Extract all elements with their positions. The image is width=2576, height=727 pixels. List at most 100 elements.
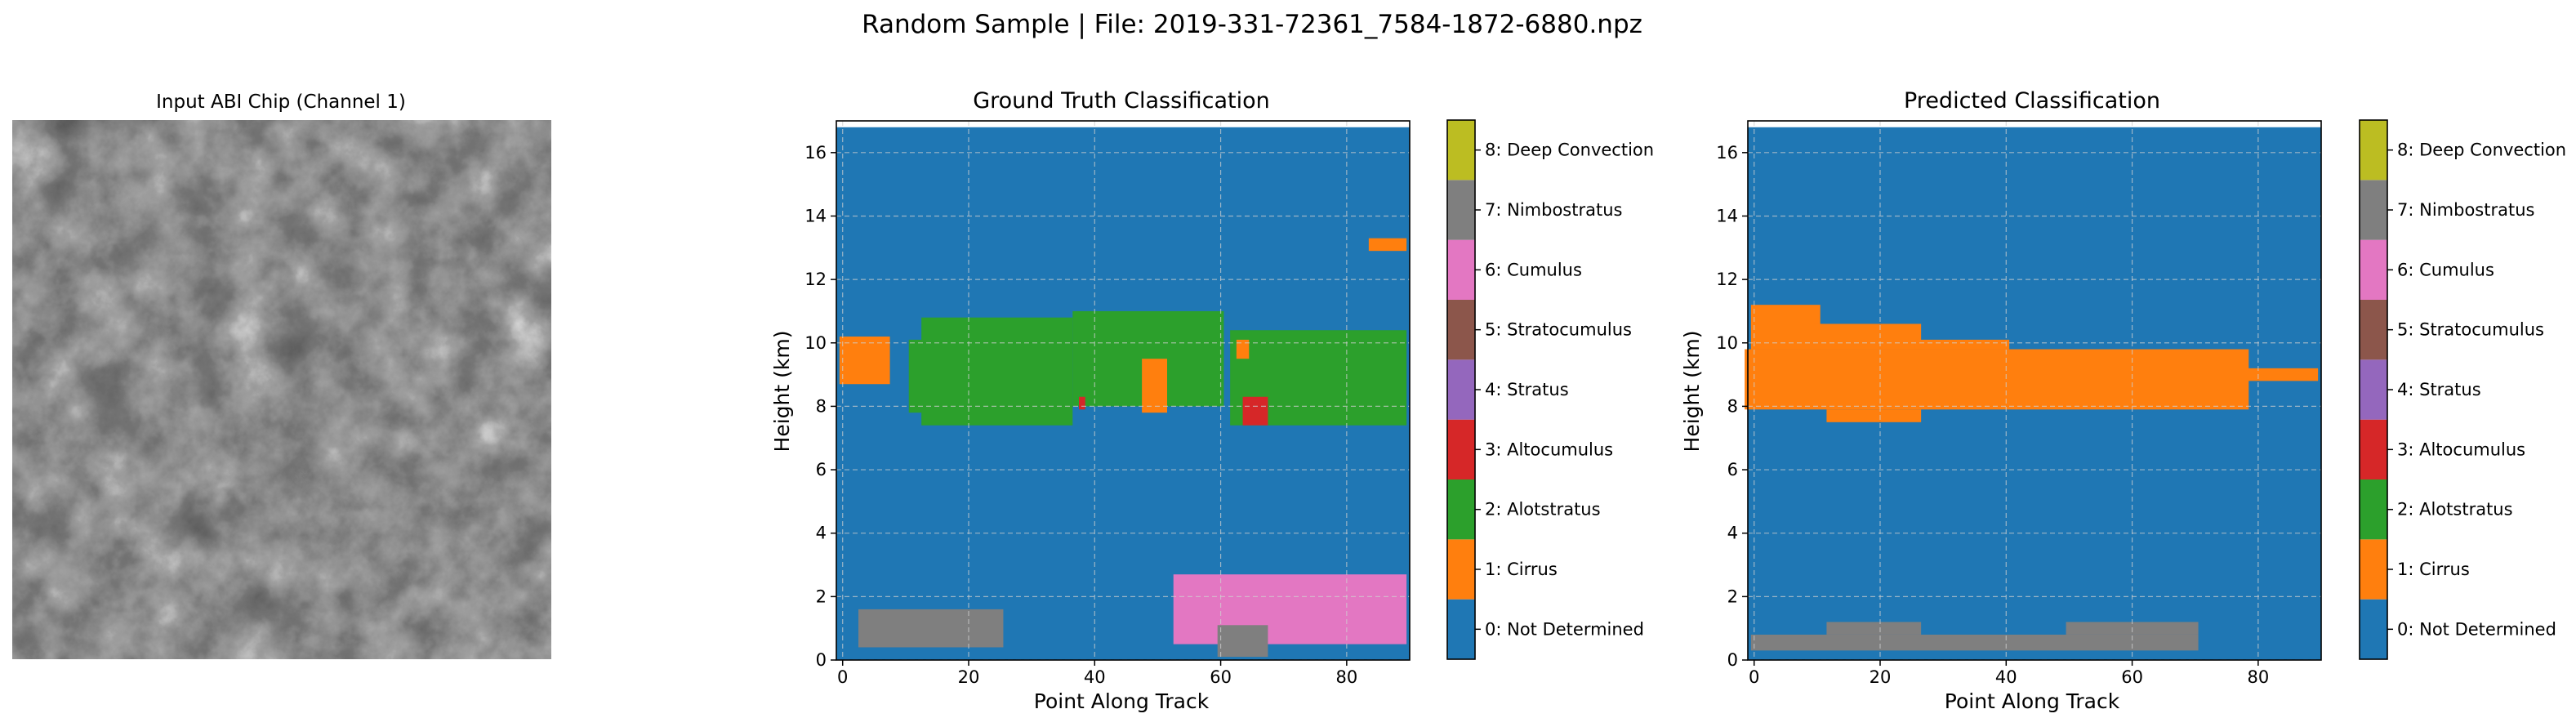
gt-colorbar-swatch-2 <box>1447 479 1475 540</box>
ground-truth-plot-area: 0 20 40 60 80 0 2 4 6 8 10 12 14 16 <box>804 120 1411 687</box>
pred-xtick-label-0: 0 <box>1749 667 1759 687</box>
pred-colorbar-swatch-2 <box>2360 479 2387 540</box>
pred-colorbar-swatch-0 <box>2360 599 2387 659</box>
pred-colorbar-swatch-8 <box>2360 120 2387 181</box>
pred-colorbar-label-8: 8: Deep Convection <box>2397 140 2566 160</box>
pred-xtick-label-4: 80 <box>2247 667 2269 687</box>
abi-chip-title: Input ABI Chip (Channel 1) <box>156 91 406 113</box>
abi-chip-panel: Input ABI Chip (Channel 1) <box>12 91 551 659</box>
gt-colorbar-swatch-7 <box>1447 180 1475 240</box>
gt-frame <box>836 120 1411 661</box>
predicted-ylabel: Height (km) <box>1680 331 1704 453</box>
pred-colorbar-swatch-4 <box>2360 359 2387 420</box>
gt-region-class-1-4 <box>839 337 890 385</box>
ground-truth-title: Ground Truth Classification <box>973 88 1270 114</box>
ground-truth-ylabel: Height (km) <box>770 331 794 453</box>
gt-xtick-label-4: 80 <box>1335 667 1357 687</box>
gt-colorbar-label-3: 3: Altocumulus <box>1485 439 1613 459</box>
gt-region-class-1-6 <box>1236 339 1250 359</box>
gt-colorbar-frame <box>1446 119 1476 660</box>
gt-ytick-label-6: 12 <box>804 270 827 289</box>
pred-colorbar-label-3: 3: Altocumulus <box>2397 439 2525 459</box>
gt-colorbar-swatch-6 <box>1447 239 1475 300</box>
pred-region-class-1-0 <box>1745 349 2249 410</box>
gt-colorbar-label-7: 7: Nimbostratus <box>1485 200 1622 220</box>
pred-colorbar-label-2: 2: Alotstratus <box>2397 500 2513 520</box>
pred-xtick-label-1: 20 <box>1870 667 1892 687</box>
gt-region-class-6-10 <box>1173 574 1407 644</box>
pred-region-class-7-7 <box>1826 622 1922 635</box>
ground-truth-colorbar: 0: Not Determined 1: Cirrus 2: Alotstratus… <box>1446 119 1654 660</box>
pred-region-class-7-6 <box>1750 634 2199 651</box>
pred-region-class-1-3 <box>1914 339 2010 350</box>
pred-colorbar-label-1: 1: Cirrus <box>2397 560 2470 579</box>
gt-region-class-2-1 <box>908 339 972 413</box>
pred-ytick-label-7: 14 <box>1716 206 1738 225</box>
pred-colorbar-label-0: 0: Not Determined <box>2397 619 2556 639</box>
gt-colorbar-swatch-0 <box>1447 599 1475 659</box>
pred-ytick-label-5: 10 <box>1716 333 1738 353</box>
pred-region-class-1-4 <box>1826 409 1922 422</box>
gt-region-class-1-5 <box>1142 359 1167 413</box>
gt-colorbar-swatch-5 <box>1447 300 1475 360</box>
ground-truth-panel: Ground Truth Classification 0 20 40 60 80 0 2 4… <box>770 88 1654 713</box>
predicted-plot-area: 0 20 40 60 80 0 2 4 6 8 10 12 14 16 <box>1716 120 2322 687</box>
gt-region-class-7-11 <box>858 609 1004 648</box>
gt-ytick-label-5: 10 <box>804 333 827 353</box>
gt-ytick-label-4: 8 <box>816 396 827 416</box>
gt-ytick-label-2: 4 <box>816 524 827 543</box>
abi-chip-image <box>12 120 551 659</box>
pred-ytick-label-1: 2 <box>1727 587 1738 606</box>
gt-ytick-label-8: 16 <box>804 143 827 163</box>
pred-xtick-label-3: 60 <box>2121 667 2143 687</box>
predicted-xlabel: Point Along Track <box>1945 689 2120 713</box>
gt-colorbar-label-1: 1: Cirrus <box>1485 560 1558 579</box>
predicted-panel: Predicted Classification 0 20 40 60 80 0 2 4 6 8 1… <box>1680 88 2566 713</box>
pred-colorbar-label-5: 5: Stratocumulus <box>2397 320 2544 340</box>
pred-region-class-1-5 <box>2242 368 2319 381</box>
pred-region-class-1-2 <box>1814 323 1922 350</box>
ground-truth-xlabel: Point Along Track <box>1034 689 1210 713</box>
gt-colorbar-label-5: 5: Stratocumulus <box>1485 320 1632 340</box>
pred-ytick-label-2: 4 <box>1727 524 1738 543</box>
pred-colorbar-swatch-6 <box>2360 239 2387 300</box>
pred-ytick-label-8: 16 <box>1716 143 1738 163</box>
gt-xtick-label-2: 40 <box>1084 667 1106 687</box>
gt-xtick-label-3: 60 <box>1210 667 1232 687</box>
pred-ytick-label-0: 0 <box>1727 650 1738 670</box>
gt-colorbar-swatch-4 <box>1447 359 1475 420</box>
gt-region-class-7-12 <box>1217 625 1268 658</box>
gt-colorbar-swatch-3 <box>1447 419 1475 479</box>
gt-region-class-3-8 <box>1079 396 1085 410</box>
gt-region-class-1-7 <box>1368 238 1407 252</box>
gt-colorbar-label-4: 4: Stratus <box>1485 380 1569 399</box>
gt-colorbar-label-6: 6: Cumulus <box>1485 260 1582 279</box>
gt-xtick-label-0: 0 <box>837 667 848 687</box>
gt-ytick-label-1: 2 <box>816 587 827 606</box>
gt-colorbar-label-8: 8: Deep Convection <box>1485 140 1654 160</box>
gt-ytick-label-3: 6 <box>816 460 827 479</box>
gt-ytick-label-0: 0 <box>816 650 827 670</box>
gt-colorbar-swatch-1 <box>1447 539 1475 600</box>
gt-region-class-3-9 <box>1242 396 1268 426</box>
pred-colorbar-label-4: 4: Stratus <box>2397 380 2481 399</box>
pred-region-class-1-1 <box>1750 305 1821 350</box>
pred-frame <box>1747 120 2322 661</box>
pred-ytick-label-4: 8 <box>1727 396 1738 416</box>
predicted-colorbar: 0: Not Determined 1: Cirrus 2: Alotstratus… <box>2359 119 2566 660</box>
pred-colorbar-swatch-5 <box>2360 300 2387 360</box>
gt-colorbar-label-0: 0: Not Determined <box>1485 619 1644 639</box>
pred-colorbar-label-6: 6: Cumulus <box>2397 260 2494 279</box>
gt-colorbar-swatch-8 <box>1447 120 1475 181</box>
pred-colorbar-swatch-1 <box>2360 539 2387 600</box>
pred-colorbar-frame <box>2359 119 2388 660</box>
suptitle: Random Sample | File: 2019-331-72361_758… <box>862 10 1642 39</box>
gt-xtick-label-1: 20 <box>958 667 980 687</box>
gt-ytick-label-7: 14 <box>804 206 827 225</box>
pred-ytick-label-6: 12 <box>1716 270 1738 289</box>
pred-ytick-label-3: 6 <box>1727 460 1738 479</box>
gt-colorbar-label-2: 2: Alotstratus <box>1485 500 1601 520</box>
pred-colorbar-label-7: 7: Nimbostratus <box>2397 200 2534 220</box>
predicted-title: Predicted Classification <box>1904 88 2160 114</box>
